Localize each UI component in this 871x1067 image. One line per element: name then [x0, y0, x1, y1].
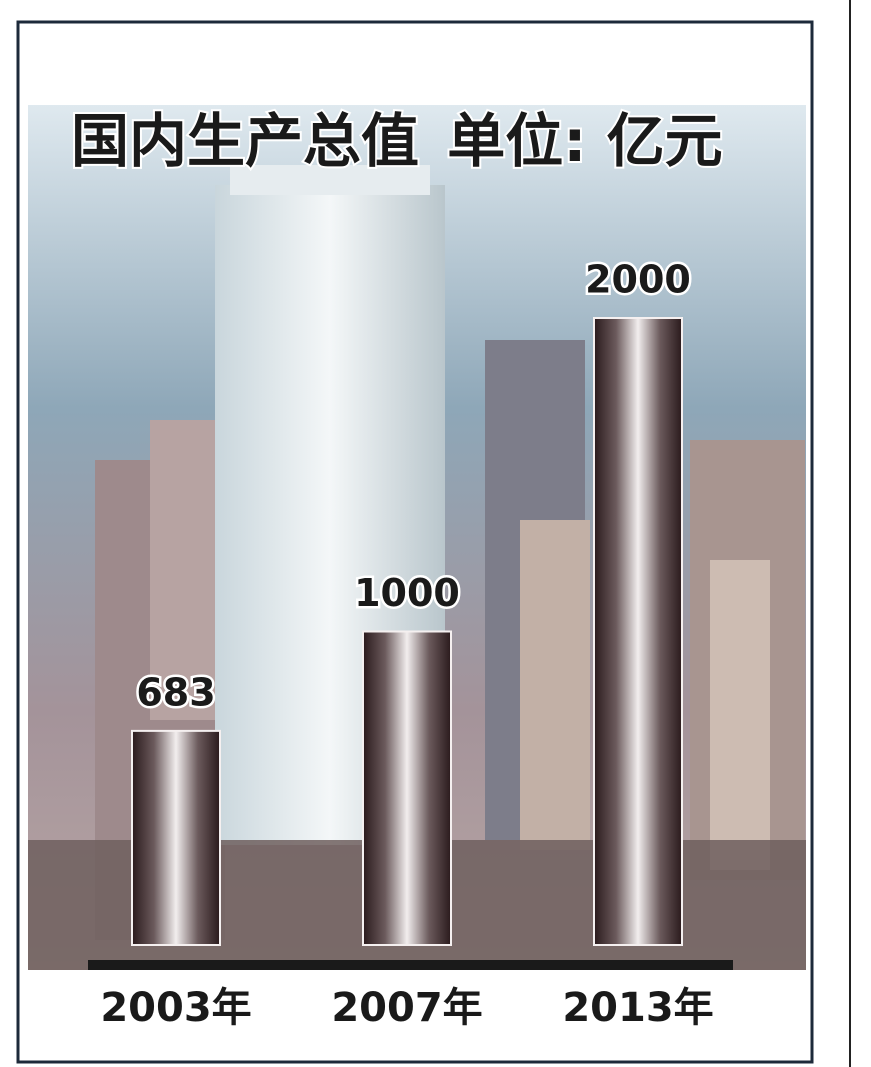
x-tick-label: 2003年 — [100, 985, 251, 1031]
value-label: 1000 — [354, 571, 460, 615]
bar — [593, 317, 683, 946]
chart-subtitle: 单位: 亿元 — [447, 107, 722, 175]
bar — [131, 729, 221, 947]
value-label: 683 — [136, 670, 215, 714]
x-tick-label: 2013年 — [562, 985, 713, 1031]
chart-title: 国内生产总值 — [71, 107, 419, 175]
bar — [362, 630, 452, 946]
baseline — [88, 960, 733, 970]
x-tick-label: 2007年 — [331, 985, 482, 1031]
value-label: 2000 — [585, 258, 691, 302]
